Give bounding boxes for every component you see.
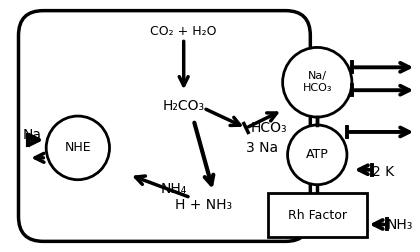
Circle shape xyxy=(283,47,352,117)
Text: ATP: ATP xyxy=(306,148,328,161)
Circle shape xyxy=(288,125,347,185)
Text: H₂CO₃: H₂CO₃ xyxy=(163,99,205,113)
Text: 3 Na: 3 Na xyxy=(246,141,278,155)
Text: Rh Factor: Rh Factor xyxy=(288,208,347,222)
Text: 2 K: 2 K xyxy=(372,165,394,179)
Text: Na: Na xyxy=(22,128,42,142)
Text: NHE: NHE xyxy=(65,141,91,154)
Text: NH₃: NH₃ xyxy=(386,218,413,232)
Text: CO₂ + H₂O: CO₂ + H₂O xyxy=(150,24,217,38)
Circle shape xyxy=(46,116,110,180)
Text: NH₄: NH₄ xyxy=(160,182,187,196)
FancyBboxPatch shape xyxy=(268,193,367,237)
Text: HCO₃: HCO₃ xyxy=(251,121,288,135)
FancyBboxPatch shape xyxy=(18,11,310,241)
Text: H + NH₃: H + NH₃ xyxy=(175,198,232,212)
Text: Na/
HCO₃: Na/ HCO₃ xyxy=(302,72,332,93)
